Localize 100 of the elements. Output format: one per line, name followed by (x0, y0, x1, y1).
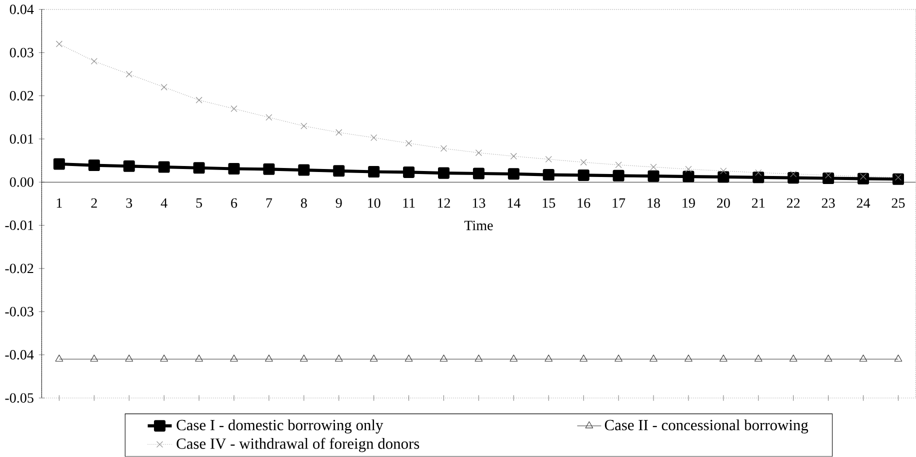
y-tick-label: 0.01 (10, 134, 34, 144)
point (370, 354, 378, 362)
point (300, 354, 308, 362)
x-tick-label: 8 (300, 198, 307, 208)
point (752, 172, 764, 184)
point (475, 150, 482, 156)
point (790, 170, 797, 178)
x-tick-label: 1 (56, 198, 62, 208)
y-tick-label: 0.02 (10, 91, 34, 101)
point (685, 166, 692, 173)
point (720, 354, 728, 362)
point (612, 170, 624, 182)
x-tick-label: 24 (856, 198, 870, 208)
x-tick-label: 15 (542, 198, 556, 208)
point (510, 153, 517, 160)
point (440, 354, 448, 362)
legend-label: Case IV - withdrawal of foreign donors (176, 438, 420, 452)
point (789, 354, 798, 362)
point (544, 354, 553, 362)
legend-label: Case I - domestic borrowing only (176, 420, 384, 434)
y-tick-label: 0.03 (10, 48, 34, 58)
point (228, 163, 240, 175)
point (894, 174, 902, 181)
x-tick-label: 10 (368, 198, 380, 208)
x-tick-label: 11 (403, 198, 415, 208)
point (438, 167, 450, 179)
point (682, 170, 694, 182)
point (650, 354, 658, 362)
point (894, 354, 902, 362)
point (718, 171, 730, 183)
y-tick-label: -0.04 (5, 350, 34, 360)
point (648, 170, 660, 182)
point (230, 106, 238, 112)
point (160, 354, 168, 362)
point (333, 165, 345, 177)
x-tick-label: 13 (472, 198, 486, 208)
point (684, 354, 692, 362)
x-tick-label: 18 (648, 198, 660, 208)
x-tick-label: 3 (126, 198, 132, 208)
point (88, 160, 100, 172)
point (580, 159, 587, 166)
point (860, 173, 867, 180)
x-tick-label: 6 (231, 198, 238, 208)
point (403, 166, 415, 178)
legend-label: Case II - concessional borrowing (604, 420, 808, 434)
point (545, 156, 552, 163)
x-tick-label: 23 (822, 198, 835, 208)
point (53, 158, 65, 170)
point (55, 354, 64, 362)
point (472, 168, 484, 180)
point (580, 354, 588, 362)
point (90, 58, 98, 65)
point (263, 164, 275, 176)
x-tick-label: 14 (508, 198, 520, 208)
point (650, 164, 657, 170)
x-tick-label: 25 (892, 198, 905, 208)
point (508, 168, 520, 180)
point (720, 168, 727, 174)
x-tick-label: 5 (196, 198, 202, 208)
point (300, 122, 308, 130)
x-tick-label: 20 (717, 198, 730, 208)
x-tick-label: 19 (682, 198, 695, 208)
point (474, 354, 483, 362)
point (404, 354, 413, 362)
point (370, 134, 378, 142)
x-tick-label: 21 (752, 198, 765, 208)
point (368, 166, 380, 178)
point (265, 354, 273, 362)
point (160, 84, 168, 91)
point (158, 161, 170, 173)
y-tick-label: -0.01 (5, 220, 34, 230)
x-tick-label: 22 (786, 198, 800, 208)
point (195, 354, 203, 362)
point (90, 354, 98, 362)
point (336, 129, 342, 136)
point (578, 170, 590, 182)
point (193, 162, 205, 174)
point (230, 354, 238, 362)
point (334, 354, 343, 362)
point (298, 164, 310, 176)
point (510, 354, 518, 362)
point (755, 170, 762, 176)
point (126, 71, 132, 78)
x-tick-label: 4 (160, 198, 168, 208)
point (440, 145, 448, 152)
point (406, 140, 412, 147)
y-tick-label: -0.05 (5, 393, 34, 403)
point (788, 172, 800, 184)
point (859, 354, 868, 362)
y-tick-label: 0.00 (10, 177, 34, 188)
point (754, 354, 762, 362)
y-tick-label: 0.04 (10, 4, 34, 14)
point (56, 40, 62, 48)
x-tick-label: 7 (266, 198, 272, 208)
point (123, 160, 135, 172)
point (615, 162, 622, 168)
point (614, 354, 622, 362)
point (196, 96, 202, 104)
x-axis-title: Time (464, 220, 493, 230)
x-tick-label: 9 (336, 198, 342, 208)
